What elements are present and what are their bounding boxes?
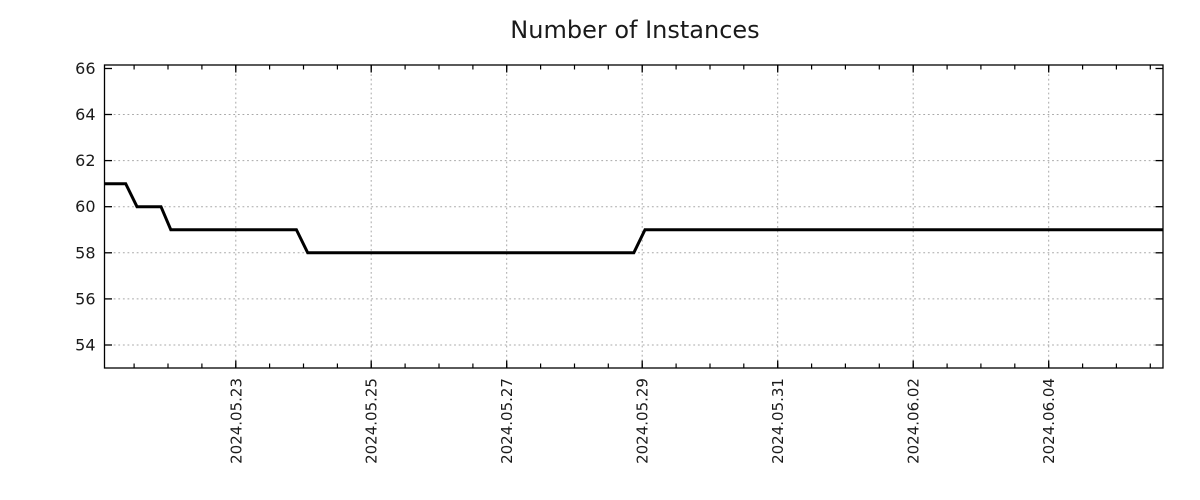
y-tick-label: 64 <box>75 105 95 124</box>
y-tick-label: 58 <box>75 243 95 262</box>
y-tick-label: 66 <box>75 59 95 78</box>
chart-title: Number of Instances <box>510 16 759 44</box>
x-tick-label: 2024.06.04 <box>1040 378 1058 464</box>
x-tick-label: 2024.05.27 <box>498 378 516 464</box>
x-tick-label: 2024.05.23 <box>227 378 245 464</box>
y-tick-label: 56 <box>75 289 95 308</box>
series-line <box>104 182 1163 255</box>
y-tick-label: 54 <box>75 336 95 355</box>
axes-layer: 66 64 62 60 58 56 54 2024.05.23 2024.05.25 2024.0… <box>75 59 1164 464</box>
y-tick-label: 60 <box>75 197 95 216</box>
x-tick-label: 2024.05.25 <box>363 378 381 464</box>
plot-border <box>103 64 1164 369</box>
gridlines-layer <box>104 65 1163 368</box>
x-tick-label: 2024.05.29 <box>634 378 652 464</box>
x-tick-label: 2024.05.31 <box>769 378 787 464</box>
series-layer <box>104 182 1163 255</box>
x-tick-label: 2024.06.02 <box>905 378 923 464</box>
y-tick-label: 62 <box>75 151 95 170</box>
